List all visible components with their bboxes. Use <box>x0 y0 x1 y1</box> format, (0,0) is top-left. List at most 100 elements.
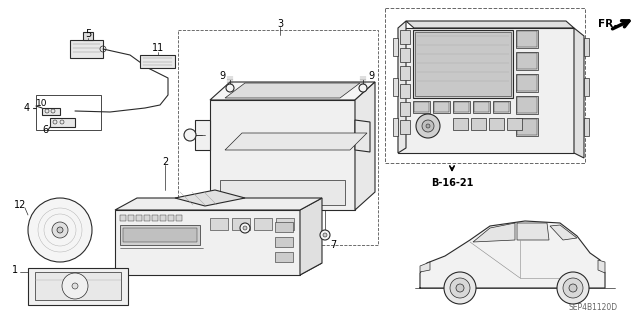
Text: 2: 2 <box>162 157 168 167</box>
Bar <box>128 215 134 221</box>
Polygon shape <box>355 120 370 152</box>
Text: 9: 9 <box>368 71 374 81</box>
Bar <box>275 252 293 262</box>
Bar <box>160 215 166 221</box>
Bar <box>136 215 142 221</box>
Polygon shape <box>210 100 355 210</box>
Bar <box>275 237 293 247</box>
Circle shape <box>323 233 327 237</box>
Polygon shape <box>115 198 322 210</box>
Text: SEP4B1120D: SEP4B1120D <box>568 303 618 313</box>
Text: 10: 10 <box>36 99 47 108</box>
Polygon shape <box>83 32 93 40</box>
Circle shape <box>450 278 470 298</box>
Polygon shape <box>35 272 121 300</box>
Circle shape <box>28 198 92 262</box>
Polygon shape <box>420 221 605 288</box>
Bar <box>275 222 293 232</box>
Circle shape <box>563 278 583 298</box>
Circle shape <box>72 283 78 289</box>
Bar <box>178 30 378 245</box>
Text: 9: 9 <box>219 71 225 81</box>
Circle shape <box>359 84 367 92</box>
Bar <box>493 101 510 113</box>
Bar <box>454 102 469 112</box>
Bar <box>434 102 449 112</box>
Bar <box>471 118 486 130</box>
Bar <box>400 120 410 134</box>
Circle shape <box>444 272 476 304</box>
Text: 11: 11 <box>152 43 164 53</box>
Bar <box>413 30 513 98</box>
Bar <box>507 118 522 130</box>
Bar <box>453 118 468 130</box>
Circle shape <box>243 226 247 230</box>
Bar <box>400 66 410 80</box>
Circle shape <box>422 120 434 132</box>
Circle shape <box>240 223 250 233</box>
Bar <box>516 118 538 136</box>
Bar <box>516 74 538 92</box>
Polygon shape <box>398 28 574 153</box>
Text: 7: 7 <box>330 240 336 250</box>
Bar <box>516 96 538 114</box>
Bar <box>254 218 272 230</box>
Bar <box>433 101 450 113</box>
Bar <box>517 119 537 135</box>
Bar <box>415 32 511 96</box>
Bar <box>474 102 489 112</box>
Circle shape <box>426 124 430 128</box>
Bar <box>489 118 504 130</box>
Bar <box>584 78 589 96</box>
Polygon shape <box>300 198 322 275</box>
Bar <box>168 215 174 221</box>
Bar <box>584 38 589 56</box>
Polygon shape <box>115 210 300 275</box>
Text: B-16-21: B-16-21 <box>431 178 473 188</box>
Bar <box>517 97 537 113</box>
Polygon shape <box>517 223 549 240</box>
Polygon shape <box>225 83 360 98</box>
Text: 12: 12 <box>14 200 26 210</box>
Bar <box>414 102 429 112</box>
Text: 5: 5 <box>85 29 91 39</box>
Polygon shape <box>473 223 515 242</box>
Bar <box>123 228 197 242</box>
Bar <box>385 8 585 163</box>
Polygon shape <box>28 268 128 305</box>
Polygon shape <box>420 262 430 272</box>
Text: 8: 8 <box>185 130 191 140</box>
Circle shape <box>320 230 330 240</box>
Bar <box>517 53 537 69</box>
Polygon shape <box>115 263 322 275</box>
Bar <box>517 31 537 47</box>
Bar <box>210 218 228 230</box>
Circle shape <box>184 129 196 141</box>
Circle shape <box>57 227 63 233</box>
Bar <box>400 102 410 116</box>
Polygon shape <box>50 118 75 127</box>
Bar <box>176 215 182 221</box>
Bar <box>120 215 126 221</box>
Bar <box>393 38 398 56</box>
Polygon shape <box>70 40 103 58</box>
Bar <box>393 118 398 136</box>
Bar <box>400 30 410 44</box>
Polygon shape <box>355 82 375 210</box>
Polygon shape <box>220 180 345 205</box>
Bar <box>144 215 150 221</box>
Bar <box>473 101 490 113</box>
Bar <box>36 95 101 130</box>
Polygon shape <box>398 21 406 153</box>
Polygon shape <box>550 225 577 240</box>
Polygon shape <box>140 55 175 68</box>
Text: FR.: FR. <box>598 19 618 29</box>
Polygon shape <box>210 82 375 100</box>
Text: 6: 6 <box>42 125 48 135</box>
Bar <box>517 75 537 91</box>
Circle shape <box>52 222 68 238</box>
Polygon shape <box>175 190 245 206</box>
Text: 3: 3 <box>277 19 283 29</box>
Polygon shape <box>598 260 605 273</box>
Circle shape <box>226 84 234 92</box>
